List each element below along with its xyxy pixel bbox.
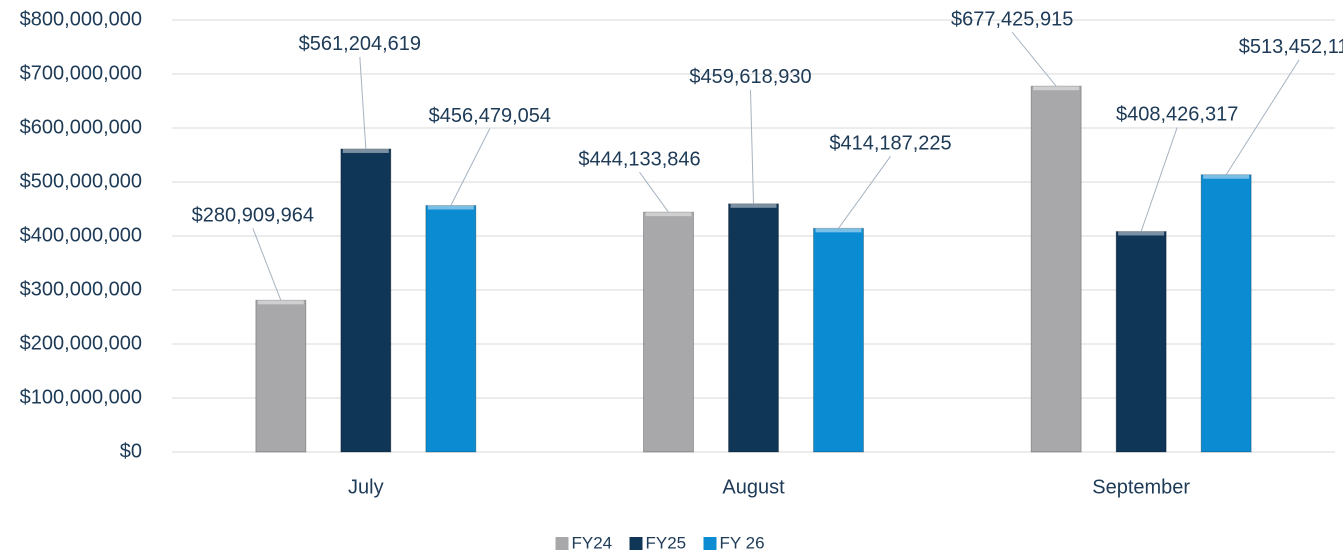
y-tick-label: $800,000,000 — [20, 8, 142, 30]
bar-highlight — [1033, 86, 1080, 91]
data-label: $513,452,113 — [1239, 36, 1343, 58]
data-label: $677,425,915 — [951, 8, 1073, 30]
bar — [1200, 174, 1252, 453]
y-tick-label: $0 — [120, 440, 142, 462]
y-tick-label: $500,000,000 — [20, 170, 142, 192]
leader-line — [1140, 127, 1178, 232]
legend-label: FY 26 — [720, 533, 765, 552]
data-label: $414,187,225 — [829, 133, 951, 155]
bar — [425, 205, 477, 453]
bar — [1115, 230, 1167, 453]
legend-swatch — [629, 537, 643, 550]
leader-line — [1011, 31, 1057, 87]
bar — [728, 203, 779, 453]
legend-swatch — [703, 537, 717, 550]
legend-label: FY24 — [572, 533, 613, 552]
bar-highlight — [1118, 231, 1165, 236]
bar-highlight — [427, 205, 474, 210]
leader-line — [838, 156, 891, 229]
legend: FY24 FY25 FY 26 — [555, 533, 765, 552]
leader-line — [450, 128, 491, 206]
y-tick-label: $600,000,000 — [20, 116, 142, 138]
x-tick-label: August — [722, 476, 785, 498]
legend-swatch — [555, 537, 569, 550]
x-tick-label: September — [1092, 476, 1190, 498]
leader-line — [1225, 59, 1300, 176]
data-label: $444,133,846 — [578, 148, 700, 170]
y-tick-label: $400,000,000 — [20, 224, 142, 246]
data-label: $456,479,054 — [429, 105, 551, 127]
legend-label: FY25 — [646, 533, 687, 552]
y-tick-label: $700,000,000 — [20, 62, 142, 84]
bar-highlight — [645, 212, 692, 217]
bar — [643, 211, 694, 453]
leader-line — [359, 56, 367, 149]
bar-highlight — [257, 300, 304, 305]
leader-line — [252, 228, 282, 301]
data-label: $408,426,317 — [1116, 104, 1238, 126]
bar-highlight — [815, 228, 862, 233]
y-tick-label: $200,000,000 — [20, 332, 142, 354]
x-tick-label: July — [348, 476, 384, 498]
bar-highlight — [730, 203, 777, 208]
bar — [813, 227, 864, 453]
bar — [1030, 85, 1082, 453]
y-tick-label: $100,000,000 — [20, 386, 142, 408]
leader-line — [750, 89, 754, 204]
data-label: $561,204,619 — [299, 33, 421, 55]
data-label: $459,618,930 — [689, 66, 811, 88]
bar-highlight — [1203, 174, 1250, 179]
y-tick-label: $300,000,000 — [20, 278, 142, 300]
leader-line — [639, 171, 669, 213]
data-label: $280,909,964 — [192, 205, 314, 227]
bar — [255, 299, 307, 453]
bar-highlight — [342, 148, 389, 153]
bar — [340, 148, 392, 453]
